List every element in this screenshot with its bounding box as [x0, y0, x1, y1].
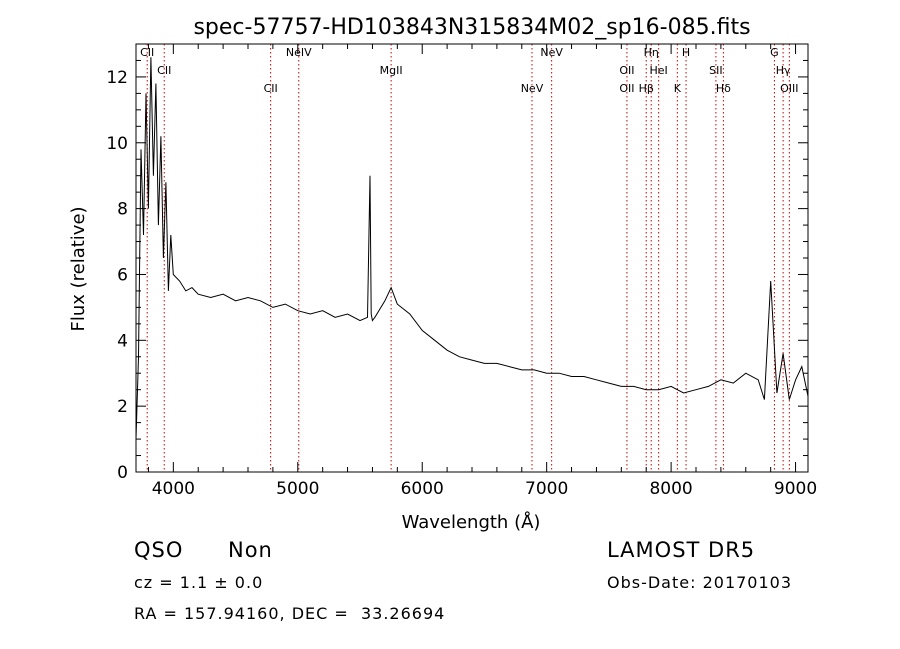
y-axis-label: Flux (relative) [68, 206, 89, 331]
y-tick-label: 2 [117, 397, 128, 417]
observation-date: Obs-Date: 20170103 [607, 573, 793, 592]
spectral-line-label: OII [619, 82, 634, 95]
spectral-line-label: NeV [540, 46, 563, 59]
spectral-line-label: CII [264, 82, 278, 95]
spectral-line-label: Hβ [639, 82, 654, 95]
spectrum-line [135, 57, 809, 440]
y-tick-label: 0 [117, 463, 128, 483]
x-tick-label: 9000 [774, 479, 817, 499]
object-class: QSO [134, 538, 184, 562]
y-tick-label: 8 [117, 200, 128, 220]
spectral-line-label: SII [709, 64, 722, 77]
spectral-line-label: MgII [380, 64, 403, 77]
x-tick-label: 8000 [649, 479, 692, 499]
spectral-line-label: Hγ [776, 64, 791, 77]
x-tick-label: 7000 [525, 479, 568, 499]
spectral-line-label: HeI [650, 64, 668, 77]
spectral-line-label: NeV [521, 82, 544, 95]
spectral-line-label: G [770, 46, 779, 59]
plot-frame [135, 43, 809, 473]
y-tick-label: 10 [106, 134, 128, 154]
spectral-line-label: CII [157, 64, 171, 77]
spectral-line-label: K [674, 82, 682, 95]
y-tick-label: 4 [117, 331, 128, 351]
spectral-line-label: OIII [780, 82, 798, 95]
redshift-info: cz = 1.1 ± 0.0 [134, 573, 264, 592]
spectral-line-label: NeIV [286, 46, 312, 59]
y-tick-label: 6 [117, 265, 128, 285]
survey-name: LAMOST DR5 [607, 538, 756, 562]
spectral-line-label: CII [140, 46, 154, 59]
spectral-line-label: H [682, 46, 690, 59]
coordinates-info: RA = 157.94160, DEC = 33.26694 [134, 604, 446, 623]
spectral-line-label: OII [619, 64, 634, 77]
x-axis-label: Wavelength (Å) [402, 511, 541, 533]
chart-title: spec-57757-HD103843N315834M02_sp16-085.f… [193, 15, 750, 40]
x-tick-label: 5000 [276, 479, 319, 499]
spectral-line-label: Hδ [716, 82, 731, 95]
x-tick-label: 6000 [401, 479, 444, 499]
spectral-line-label: Hη [644, 46, 659, 59]
axis-ticks: 4000 5000 6000 7000 8000 9000 0 2 4 6 8 10 12 [106, 44, 817, 499]
x-tick-label: 4000 [152, 479, 195, 499]
y-tick-label: 12 [106, 68, 128, 88]
object-subclass: Non [228, 538, 273, 562]
